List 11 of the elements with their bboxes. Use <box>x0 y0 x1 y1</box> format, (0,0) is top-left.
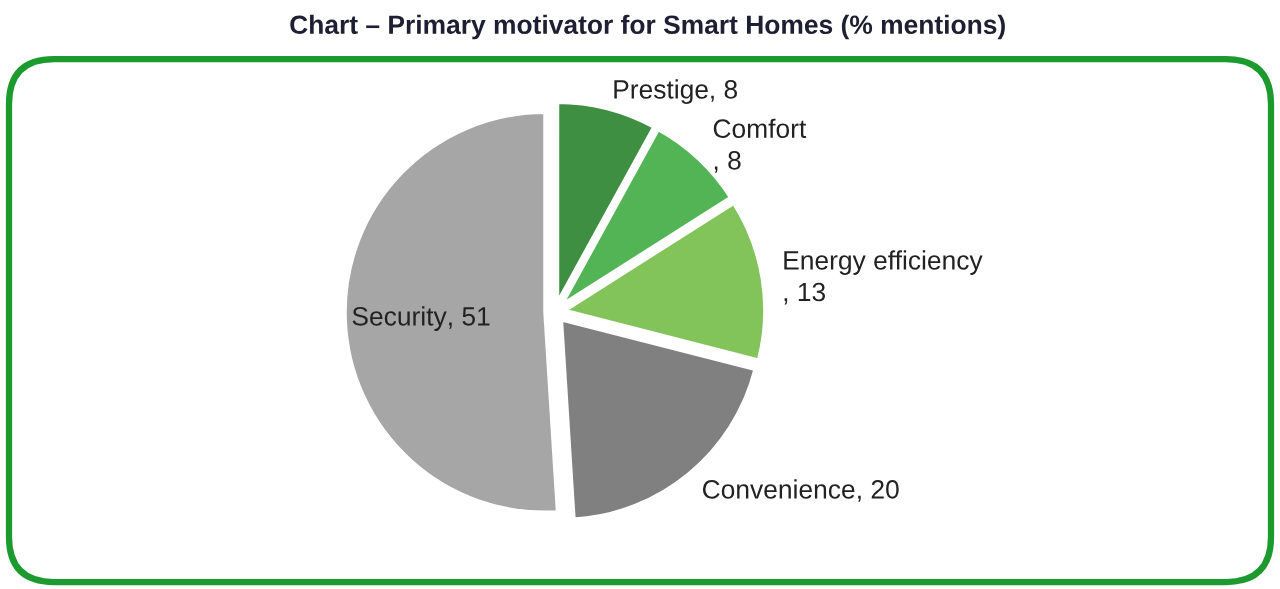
slice-label: Security <box>352 306 447 331</box>
chart-title: Chart – Primary motivator for Smart Homes (% mentions) <box>290 14 1005 40</box>
slice-label: Energy efficiency <box>784 250 983 275</box>
slice-label: Prestige <box>614 79 708 104</box>
data-label: , 51 <box>449 307 490 329</box>
slice-label: Comfort <box>713 118 807 138</box>
data-label: , 20 <box>858 480 899 502</box>
slice-label: Convenience <box>702 479 855 499</box>
data-label: , 13 <box>784 282 826 305</box>
data-label: , 8 <box>714 150 741 173</box>
data-label: , 8 <box>711 80 738 102</box>
